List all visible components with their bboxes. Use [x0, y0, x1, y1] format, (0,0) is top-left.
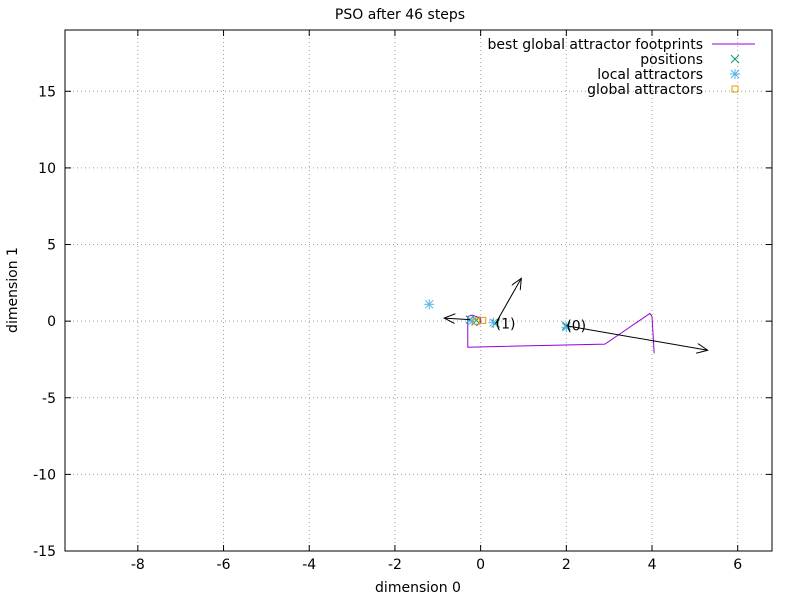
- chart-title: PSO after 46 steps: [335, 7, 465, 23]
- data-point: [488, 317, 499, 328]
- x-tick-label: 2: [562, 557, 571, 573]
- y-tick-label: 15: [38, 84, 56, 100]
- grid: [65, 30, 772, 552]
- data-point: [479, 316, 487, 324]
- footprint-line: [467, 312, 655, 354]
- x-tick-label: 0: [476, 557, 485, 573]
- velocity-arrow: [444, 318, 470, 320]
- x-tick-label: -8: [131, 557, 145, 573]
- particle-label: (0): [566, 319, 586, 335]
- velocity-arrows: [444, 278, 708, 350]
- legend-swatch: [730, 54, 740, 64]
- legend: best global attractor footprintsposition…: [488, 37, 755, 98]
- x-tick-label: 6: [733, 557, 742, 573]
- particle-labels: (0) (1): [496, 316, 587, 334]
- particle-label: (1): [496, 316, 516, 332]
- data-series: [424, 299, 655, 354]
- y-tick-label: -15: [33, 544, 56, 560]
- x-tick-label: -2: [388, 557, 402, 573]
- plot-frame: [64, 29, 773, 552]
- x-tick-label: 4: [648, 557, 657, 573]
- y-tick-label: 0: [47, 314, 56, 330]
- y-tick-label: 5: [47, 238, 56, 254]
- legend-label: best global attractor footprints: [488, 37, 703, 53]
- legend-label: global attractors: [587, 82, 703, 98]
- legend-label: positions: [640, 52, 703, 68]
- x-tick-label: -4: [302, 557, 316, 573]
- series-marker-square: [472, 316, 487, 325]
- legend-swatch: [731, 85, 739, 93]
- axes: -8 -6 -4 -2 0 2 4 6 -15 -10 -5 0 5 10 15: [33, 29, 773, 573]
- data-point: [561, 322, 572, 333]
- legend-swatch: [730, 69, 740, 79]
- x-tick-label: -6: [217, 557, 231, 573]
- legend-label: local attractors: [597, 67, 703, 83]
- velocity-arrow: [566, 325, 707, 351]
- series-line: [467, 312, 655, 354]
- y-tick-label: -5: [42, 391, 56, 407]
- x-axis-label: dimension 0: [375, 580, 461, 596]
- velocity-arrow: [495, 278, 522, 324]
- y-tick-label: -10: [33, 467, 56, 483]
- data-point: [424, 299, 435, 310]
- y-axis-label: dimension 1: [5, 247, 21, 333]
- y-tick-label: 10: [38, 161, 56, 177]
